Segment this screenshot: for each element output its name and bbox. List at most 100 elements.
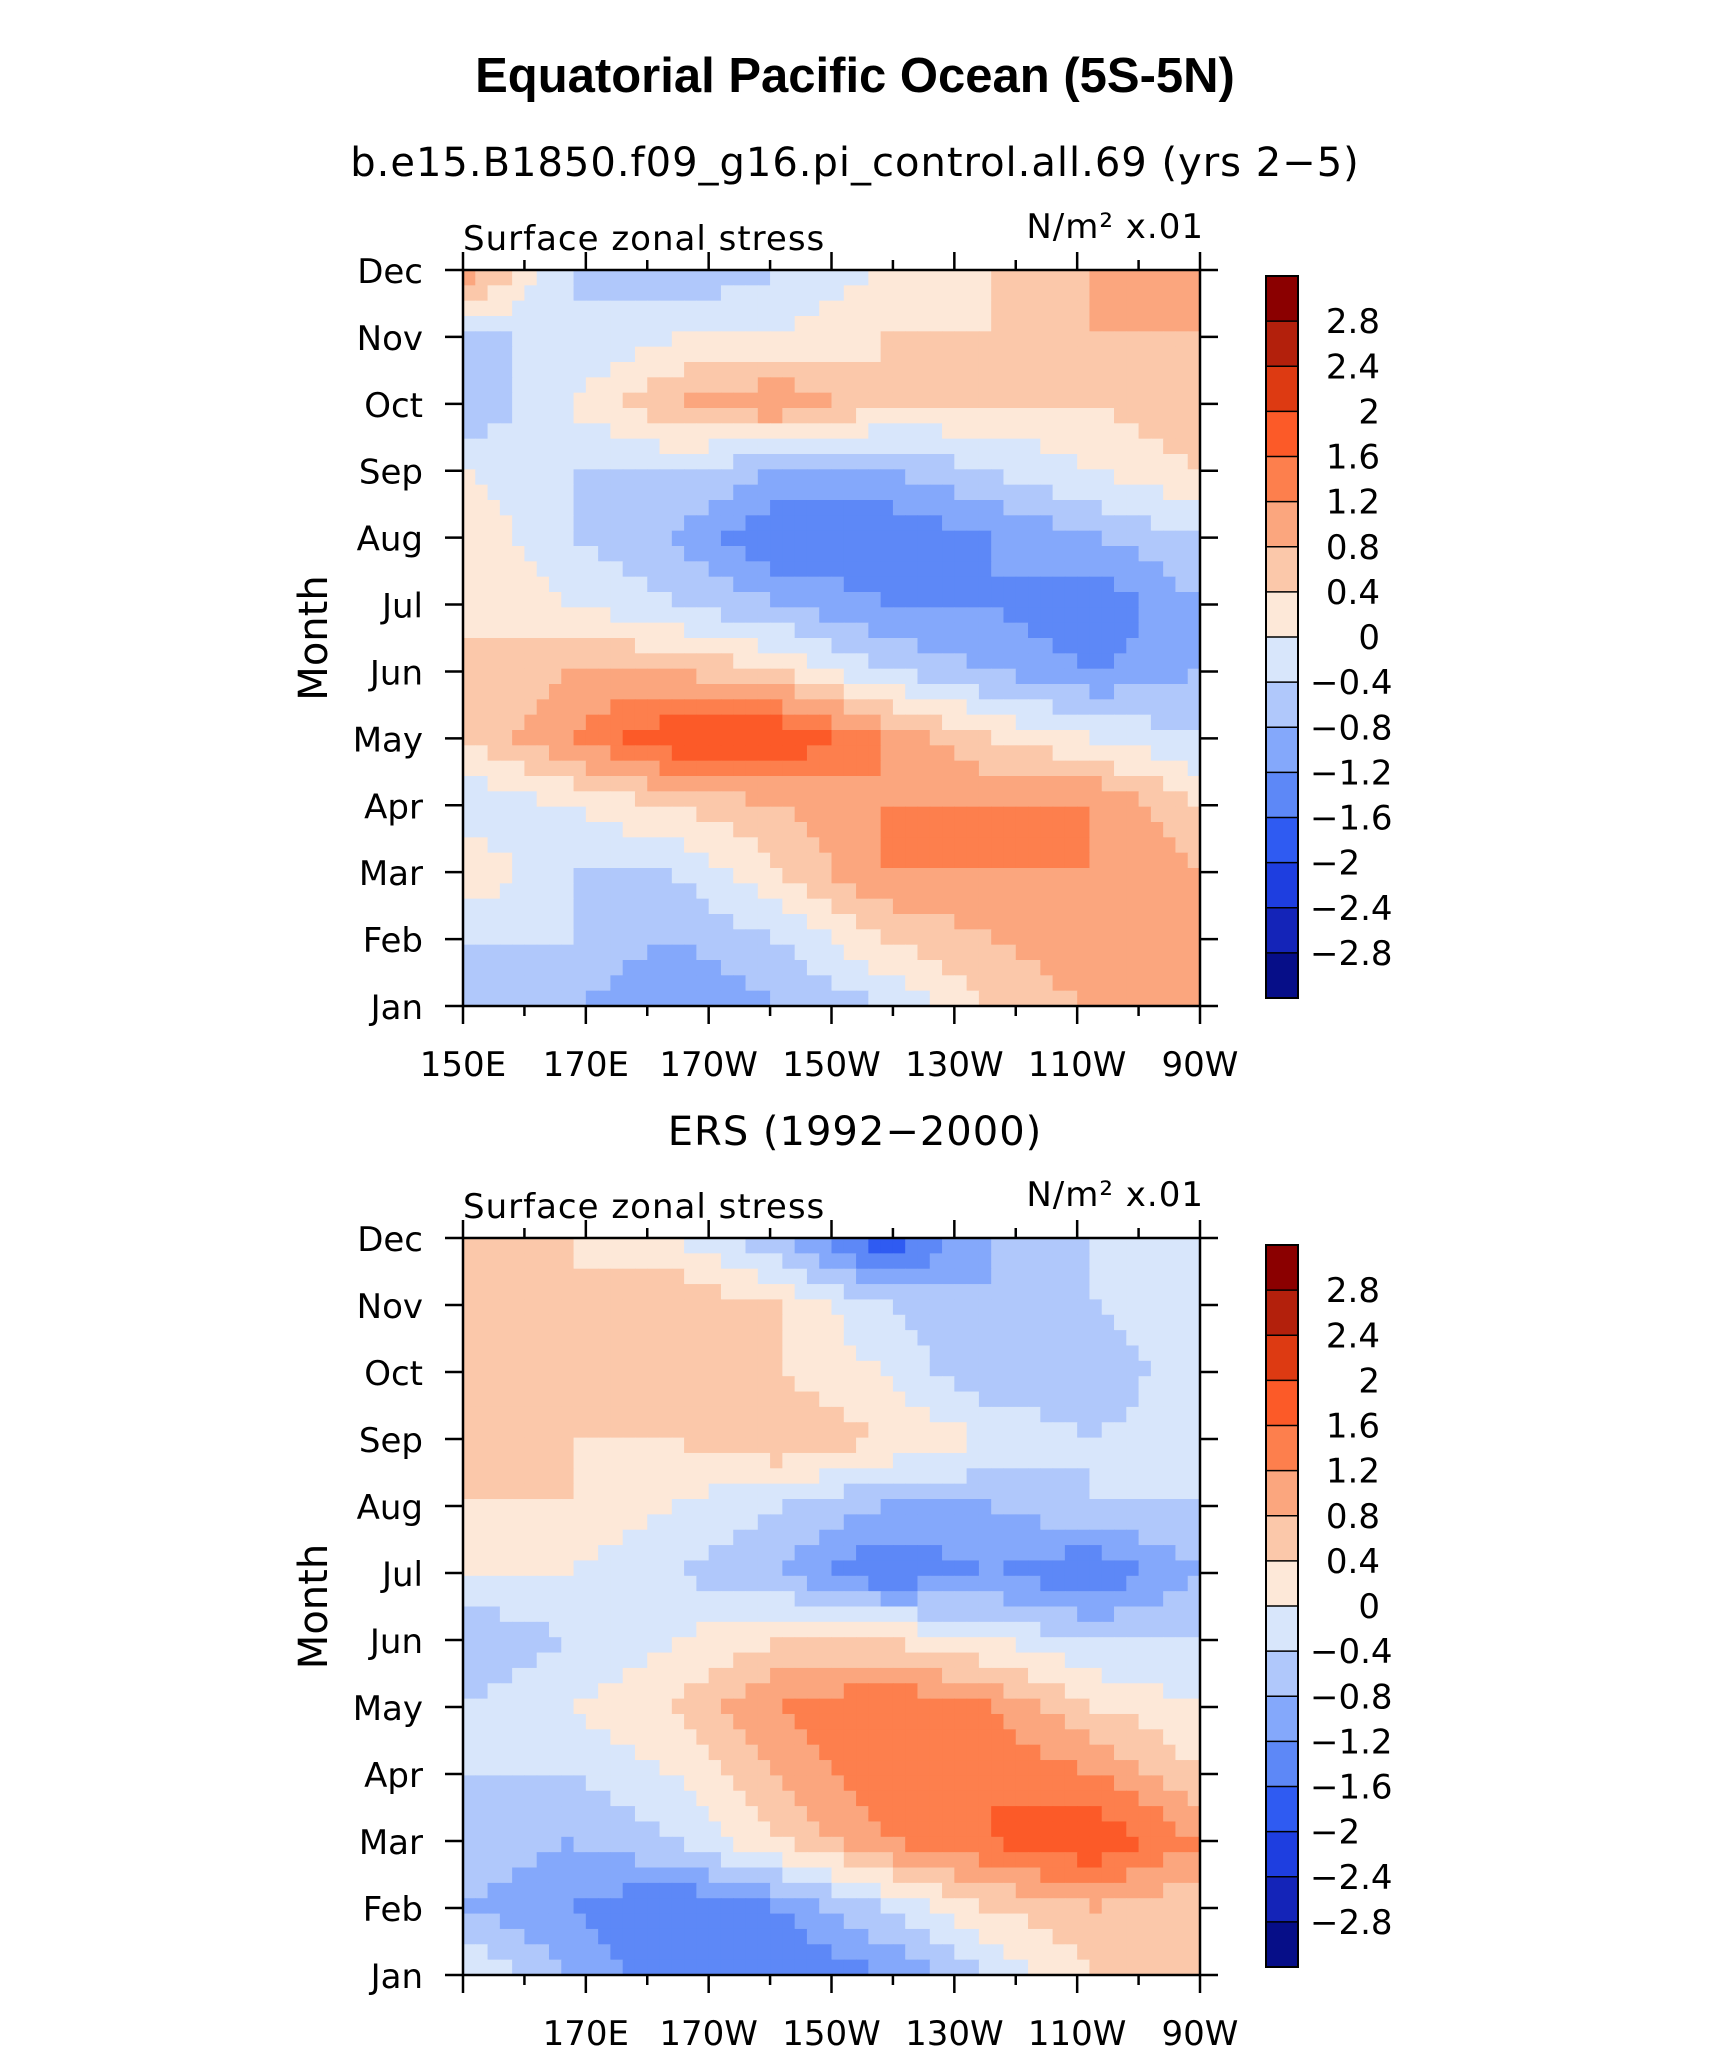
field-cell: [966, 316, 980, 332]
field-cell: [966, 653, 980, 670]
colorbar-label: 2: [1358, 392, 1380, 432]
field-cell: [684, 929, 697, 946]
field-cell: [1003, 1683, 1017, 1700]
field-cell: [536, 1652, 550, 1669]
field-cell: [757, 592, 771, 608]
field-cell: [954, 346, 968, 363]
field-cell: [610, 1637, 624, 1654]
field-cell: [1028, 929, 1041, 946]
field-cell: [524, 1437, 538, 1454]
field-cell: [634, 929, 648, 946]
field-cell: [573, 1652, 587, 1669]
field-cell: [929, 990, 943, 1007]
field-cell: [942, 546, 955, 562]
field-cell: [696, 1729, 710, 1746]
field-cell: [1064, 1376, 1078, 1393]
field-cell: [463, 561, 476, 578]
field-cell: [561, 1698, 575, 1715]
field-cell: [1150, 852, 1164, 869]
field-cell: [548, 668, 562, 685]
field-cell: [843, 990, 857, 1007]
field-cell: [1126, 1606, 1140, 1623]
field-cell: [917, 300, 931, 317]
field-cell: [720, 270, 734, 286]
field-cell: [991, 975, 1005, 992]
field-cell: [671, 392, 685, 409]
field-cell: [892, 1345, 906, 1362]
field-cell: [978, 1560, 992, 1577]
field-cell: [659, 1314, 673, 1331]
field-cell: [770, 1667, 783, 1684]
field-cell: [696, 316, 710, 332]
field-cell: [548, 1713, 562, 1730]
field-cell: [499, 822, 513, 838]
field-cell: [622, 1406, 636, 1423]
field-cell: [598, 1391, 611, 1408]
field-cell: [573, 576, 587, 593]
field-cell: [1077, 1545, 1091, 1562]
field-cell: [1163, 1698, 1177, 1715]
field-cell: [905, 408, 919, 424]
field-cell: [1163, 1606, 1177, 1623]
field-cell: [487, 1360, 501, 1377]
field-cell: [1040, 270, 1054, 286]
field-cell: [659, 1652, 673, 1669]
field-cell: [487, 837, 501, 854]
field-cell: [905, 745, 919, 762]
field-cell: [892, 745, 906, 762]
field-cell: [585, 270, 599, 286]
field-cell: [684, 438, 697, 455]
field-cell: [1064, 868, 1078, 884]
field-cell: [1040, 285, 1054, 302]
field-cell: [1150, 1468, 1164, 1485]
field-cell: [917, 944, 931, 961]
field-cell: [733, 1637, 747, 1654]
field-cell: [831, 438, 845, 455]
field-cell: [536, 408, 550, 424]
field-cell: [463, 1698, 476, 1715]
field-cell: [1163, 929, 1177, 946]
field-cell: [1126, 776, 1140, 792]
field-cell: [720, 868, 734, 884]
field-cell: [733, 469, 747, 486]
field-cell: [499, 944, 513, 961]
field-cell: [1040, 1667, 1054, 1684]
field-cell: [733, 1652, 747, 1669]
field-cell: [1040, 607, 1054, 624]
field-cell: [1175, 806, 1189, 823]
field-cell: [745, 684, 759, 700]
field-cell: [524, 1667, 538, 1684]
field-cell: [634, 454, 648, 470]
field-cell: [1003, 1468, 1017, 1485]
field-cell: [745, 883, 759, 900]
field-cell: [794, 914, 808, 930]
field-cell: [1015, 607, 1029, 624]
field-cell: [782, 423, 796, 440]
field-cell: [856, 500, 869, 516]
field-cell: [1126, 699, 1140, 716]
field-cell: [868, 776, 882, 792]
field-cell: [978, 684, 992, 700]
field-cell: [598, 1652, 611, 1669]
field-cell: [634, 392, 648, 409]
field-cell: [487, 1345, 501, 1362]
field-cell: [1028, 1238, 1041, 1254]
field-cell: [868, 852, 882, 869]
field-cell: [1175, 1299, 1189, 1316]
field-cell: [561, 1637, 575, 1654]
field-cell: [770, 1238, 783, 1254]
field-cell: [598, 1713, 611, 1730]
field-cell: [1064, 638, 1078, 654]
field-cell: [1028, 362, 1041, 378]
field-cell: [1114, 622, 1127, 639]
field-cell: [1089, 469, 1103, 486]
field-cell: [708, 1560, 722, 1577]
field-cell: [1003, 454, 1017, 470]
field-cell: [892, 484, 906, 501]
field-cell: [1187, 1713, 1201, 1730]
field-cell: [1077, 469, 1091, 486]
field-cell: [1003, 1330, 1017, 1347]
field-cell: [622, 1268, 636, 1285]
field-cell: [499, 1238, 513, 1254]
field-cell: [806, 1575, 820, 1592]
